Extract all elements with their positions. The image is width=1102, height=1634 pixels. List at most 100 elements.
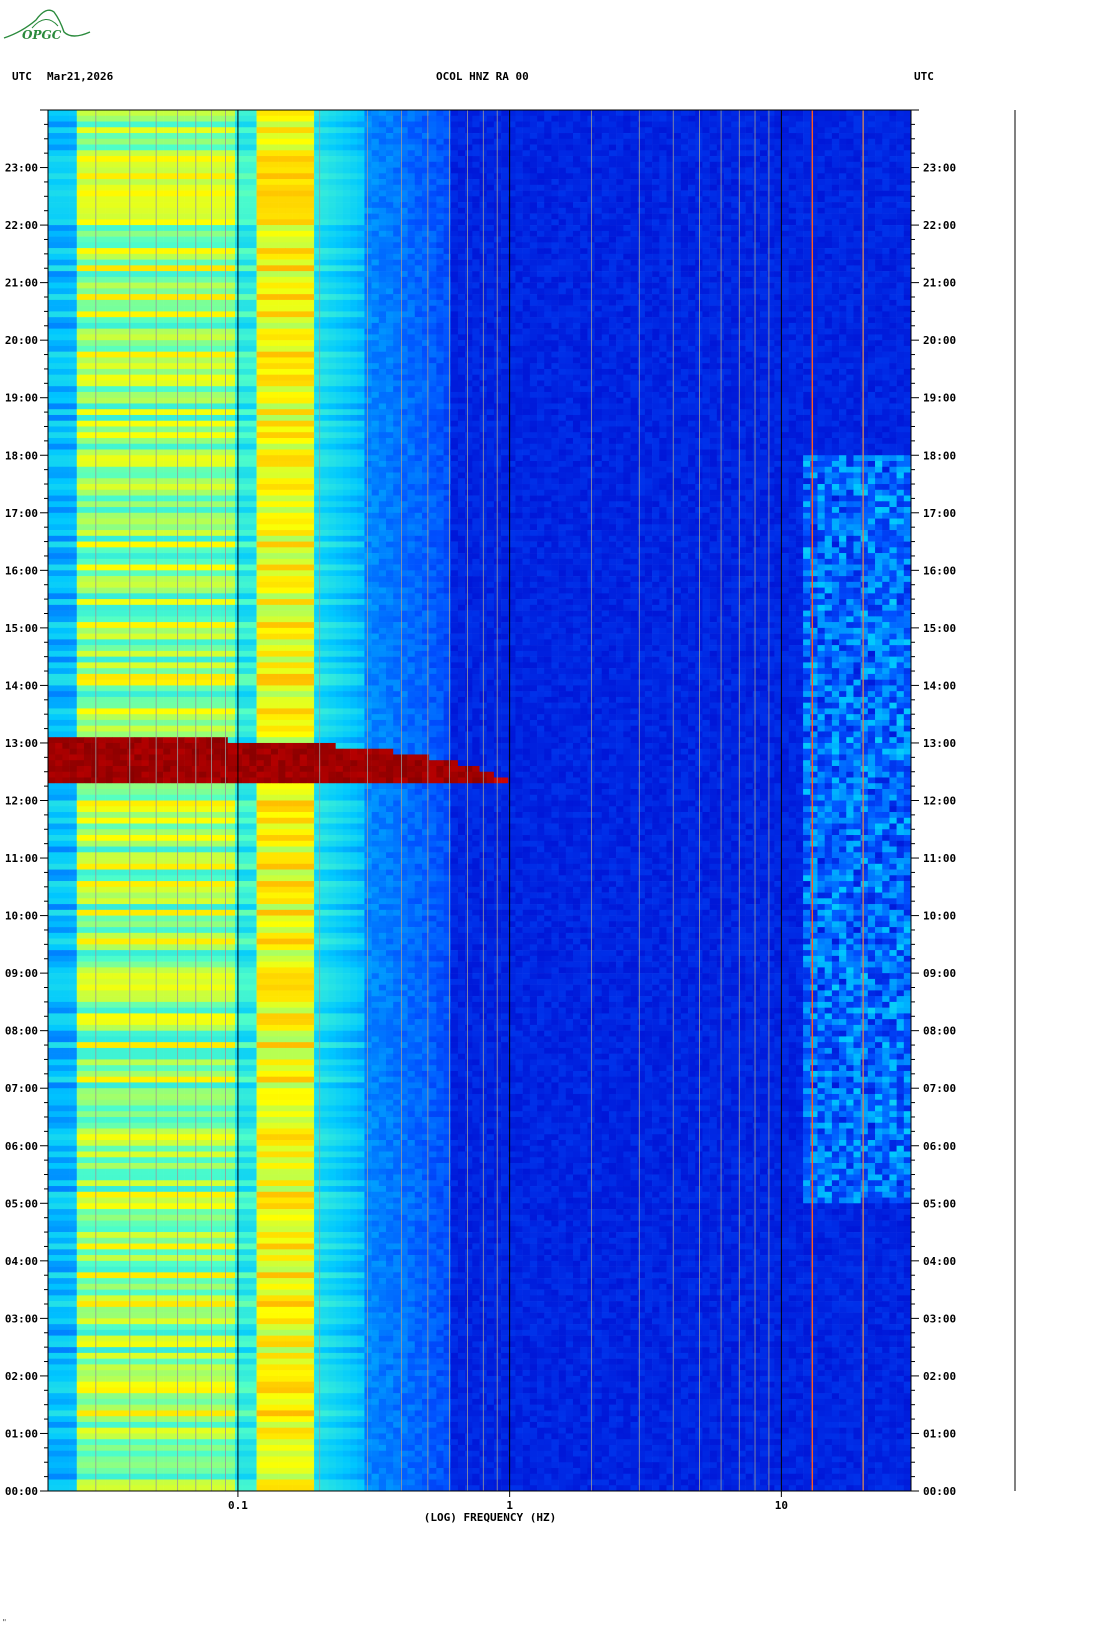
heatmap-cell xyxy=(523,139,530,145)
heatmap-cell xyxy=(98,145,105,151)
heatmap-cell xyxy=(774,133,781,139)
heatmap-cell xyxy=(84,191,91,197)
heatmap-cell xyxy=(48,277,55,283)
heatmap-cell xyxy=(746,231,753,237)
heatmap-cell xyxy=(235,311,242,317)
heatmap-cell xyxy=(825,168,832,174)
heatmap-cell xyxy=(853,300,860,306)
heatmap-cell xyxy=(595,122,602,128)
heatmap-cell xyxy=(372,340,379,346)
heatmap-cell xyxy=(343,127,350,133)
heatmap-cell xyxy=(242,294,249,300)
heatmap-cell xyxy=(134,265,141,271)
heatmap-cell xyxy=(235,185,242,191)
heatmap-cell xyxy=(336,346,343,352)
heatmap-cell xyxy=(293,185,300,191)
heatmap-cell xyxy=(789,254,796,260)
heatmap-cell xyxy=(760,127,767,133)
heatmap-cell xyxy=(98,294,105,300)
heatmap-cell xyxy=(336,139,343,145)
heatmap-cell xyxy=(774,127,781,133)
heatmap-cell xyxy=(501,179,508,185)
heatmap-cell xyxy=(271,173,278,179)
heatmap-cell xyxy=(523,306,530,312)
heatmap-cell xyxy=(688,323,695,329)
heatmap-cell xyxy=(458,214,465,220)
heatmap-cell xyxy=(321,110,328,116)
heatmap-cell xyxy=(746,179,753,185)
heatmap-cell xyxy=(501,334,508,340)
heatmap-cell xyxy=(645,214,652,220)
heatmap-cell xyxy=(810,300,817,306)
heatmap-cell xyxy=(55,133,62,139)
heatmap-cell xyxy=(206,323,213,329)
heatmap-cell xyxy=(422,185,429,191)
heatmap-cell xyxy=(832,173,839,179)
heatmap-cell xyxy=(328,122,335,128)
heatmap-cell xyxy=(695,133,702,139)
heatmap-cell xyxy=(537,340,544,346)
heatmap-cell xyxy=(889,156,896,162)
heatmap-cell xyxy=(746,122,753,128)
heatmap-cell xyxy=(386,214,393,220)
heatmap-cell xyxy=(177,231,184,237)
heatmap-cell xyxy=(221,237,228,243)
heatmap-cell xyxy=(602,329,609,335)
heatmap-cell xyxy=(580,208,587,214)
heatmap-cell xyxy=(293,329,300,335)
heatmap-cell xyxy=(602,242,609,248)
heatmap-cell xyxy=(113,311,120,317)
heatmap-cell xyxy=(897,127,904,133)
heatmap-cell xyxy=(293,208,300,214)
heatmap-cell xyxy=(767,185,774,191)
heatmap-cell xyxy=(616,265,623,271)
heatmap-cell xyxy=(472,225,479,231)
heatmap-cell xyxy=(559,260,566,266)
heatmap-cell xyxy=(609,294,616,300)
heatmap-cell xyxy=(515,277,522,283)
heatmap-cell xyxy=(523,294,530,300)
heatmap-cell xyxy=(127,231,134,237)
heatmap-cell xyxy=(537,334,544,340)
heatmap-cell xyxy=(659,145,666,151)
heatmap-cell xyxy=(70,133,77,139)
heatmap-cell xyxy=(127,334,134,340)
heatmap-cell xyxy=(818,139,825,145)
heatmap-cell xyxy=(163,173,170,179)
heatmap-cell xyxy=(228,311,235,317)
heatmap-cell xyxy=(681,300,688,306)
heatmap-cell xyxy=(465,122,472,128)
heatmap-cell xyxy=(782,127,789,133)
heatmap-cell xyxy=(494,242,501,248)
heatmap-cell xyxy=(551,311,558,317)
heatmap-cell xyxy=(825,260,832,266)
heatmap-cell xyxy=(717,162,724,168)
heatmap-cell xyxy=(803,329,810,335)
heatmap-cell xyxy=(523,346,530,352)
heatmap-cell xyxy=(623,127,630,133)
heatmap-cell xyxy=(602,306,609,312)
heatmap-cell xyxy=(328,294,335,300)
heatmap-cell xyxy=(206,168,213,174)
heatmap-cell xyxy=(897,248,904,254)
heatmap-cell xyxy=(235,231,242,237)
heatmap-cell xyxy=(393,179,400,185)
heatmap-cell xyxy=(789,196,796,202)
heatmap-cell xyxy=(861,248,868,254)
heatmap-cell xyxy=(731,116,738,122)
heatmap-cell xyxy=(501,196,508,202)
heatmap-cell xyxy=(343,288,350,294)
heatmap-cell xyxy=(106,283,113,289)
heatmap-cell xyxy=(515,162,522,168)
heatmap-cell xyxy=(48,242,55,248)
heatmap-cell xyxy=(170,317,177,323)
heatmap-cell xyxy=(746,133,753,139)
heatmap-cell xyxy=(724,202,731,208)
heatmap-cell xyxy=(760,162,767,168)
heatmap-cell xyxy=(544,254,551,260)
heatmap-cell xyxy=(566,283,573,289)
heatmap-cell xyxy=(537,196,544,202)
heatmap-cell xyxy=(875,311,882,317)
heatmap-cell xyxy=(515,306,522,312)
heatmap-cell xyxy=(638,185,645,191)
